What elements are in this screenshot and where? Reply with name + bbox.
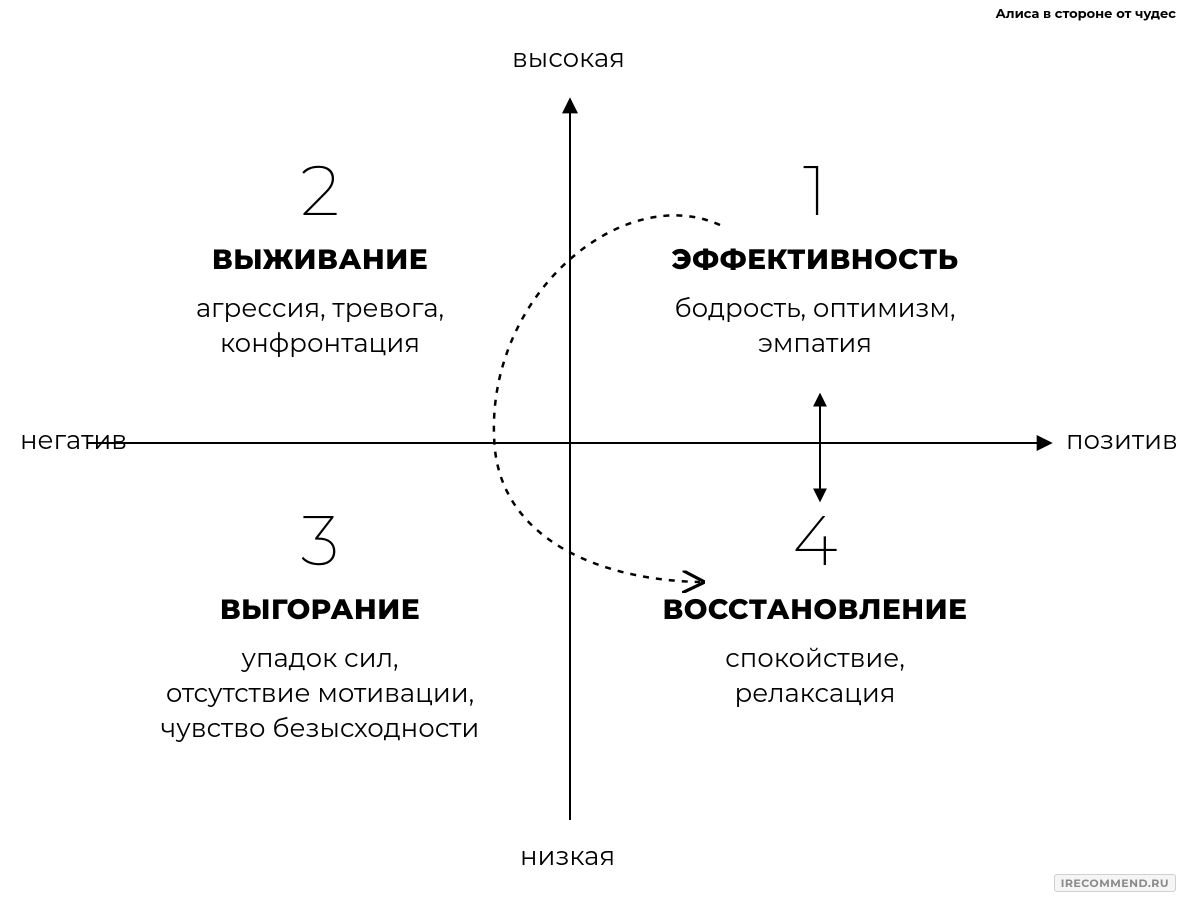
q2-desc: агрессия, тревога, конфронтация <box>120 291 520 361</box>
quadrant-1: 1 ЭФФЕКТИВНОСТЬ бодрость, оптимизм, эмпа… <box>615 155 1015 361</box>
q4-number: 4 <box>615 505 1015 575</box>
axes-svg <box>0 0 1186 900</box>
watermark-top: Алиса в стороне от чудес <box>995 6 1176 22</box>
axis-label-right: позитив <box>1066 424 1178 456</box>
q1-number: 1 <box>615 155 1015 225</box>
q3-title: ВЫГОРАНИЕ <box>120 593 520 627</box>
q4-title: ВОССТАНОВЛЕНИЕ <box>615 593 1015 627</box>
quadrant-4: 4 ВОССТАНОВЛЕНИЕ спокойствие, релаксация <box>615 505 1015 711</box>
diagram-canvas: высокая низкая негатив позитив 2 ВЫЖИВАН… <box>0 0 1186 900</box>
q3-number: 3 <box>120 505 520 575</box>
q2-title: ВЫЖИВАНИЕ <box>120 243 520 277</box>
axis-label-top: высокая <box>512 42 625 74</box>
axis-label-left: негатив <box>20 424 127 456</box>
quadrant-2: 2 ВЫЖИВАНИЕ агрессия, тревога, конфронта… <box>120 155 520 361</box>
q1-desc: бодрость, оптимизм, эмпатия <box>615 291 1015 361</box>
q1-title: ЭФФЕКТИВНОСТЬ <box>615 243 1015 277</box>
axis-label-bottom: низкая <box>520 840 615 872</box>
q4-desc: спокойствие, релаксация <box>615 641 1015 711</box>
q3-desc: упадок сил, отсутствие мотивации, чувств… <box>120 641 520 746</box>
q2-number: 2 <box>120 155 520 225</box>
quadrant-3: 3 ВЫГОРАНИЕ упадок сил, отсутствие мотив… <box>120 505 520 746</box>
watermark-bottom: IRECOMMEND.RU <box>1054 874 1176 892</box>
